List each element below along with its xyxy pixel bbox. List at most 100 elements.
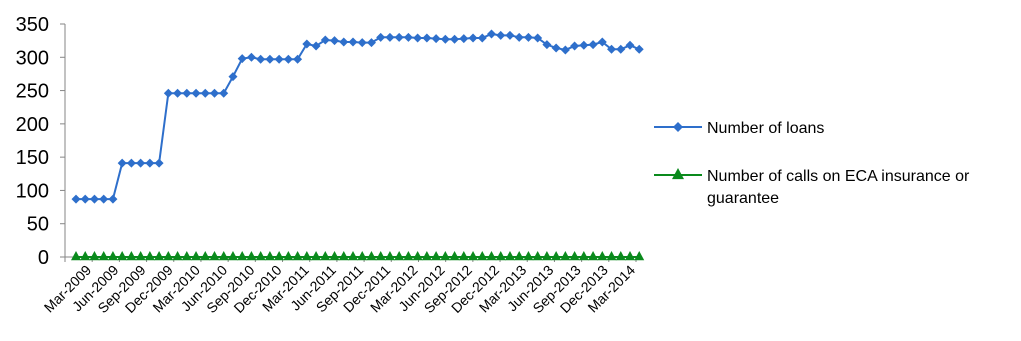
data-point (385, 32, 395, 42)
data-point (412, 251, 423, 261)
data-point (163, 251, 174, 261)
data-point (578, 251, 589, 261)
data-point (440, 34, 450, 44)
data-point (477, 33, 487, 43)
data-point (459, 34, 469, 44)
data-point (597, 251, 608, 261)
data-point (514, 251, 525, 261)
data-point (504, 251, 515, 261)
legend-label-loans: Number of loans (707, 120, 824, 137)
data-point (330, 36, 340, 46)
data-point (274, 54, 284, 64)
data-point (154, 158, 164, 168)
data-point (440, 251, 451, 261)
data-point (218, 251, 229, 261)
data-point (394, 32, 404, 42)
data-point (505, 30, 515, 40)
data-point (533, 33, 543, 43)
y-tick-label: 150 (16, 147, 49, 169)
data-point (210, 88, 219, 98)
data-point (237, 251, 248, 261)
data-point (458, 251, 469, 261)
data-point (311, 251, 322, 261)
data-point (413, 33, 423, 43)
data-point (542, 40, 552, 50)
data-point (71, 251, 81, 261)
data-point (523, 32, 533, 42)
data-point (108, 194, 118, 204)
data-point (227, 251, 238, 261)
data-point (293, 54, 303, 64)
legend: Number of loans Number of calls on ECA i… (654, 120, 970, 207)
data-point (172, 251, 183, 261)
data-point (182, 88, 192, 98)
data-point (246, 52, 256, 62)
data-point (431, 34, 441, 44)
data-point (403, 32, 413, 42)
data-point (625, 40, 635, 50)
data-point (71, 194, 81, 204)
y-tick-label: 200 (16, 114, 49, 136)
data-point (468, 251, 479, 261)
data-point (144, 251, 155, 261)
data-point (496, 30, 506, 40)
data-point (366, 38, 376, 48)
legend-marker-loans (673, 122, 683, 132)
data-point (588, 251, 599, 261)
data-point (191, 88, 201, 98)
data-point (422, 33, 432, 43)
y-tick-label: 100 (16, 180, 49, 202)
data-point (560, 45, 570, 55)
data-point (523, 251, 534, 261)
data-point (431, 251, 442, 261)
y-tick-label: 250 (16, 81, 49, 103)
data-point (634, 251, 645, 261)
data-point (338, 251, 349, 261)
data-point (255, 251, 266, 261)
y-tick-label: 50 (27, 214, 49, 236)
data-point (264, 251, 275, 261)
data-point (89, 194, 99, 204)
data-point (283, 54, 293, 64)
data-point (200, 251, 211, 261)
data-point (126, 251, 137, 261)
data-point (237, 54, 247, 64)
data-point (551, 251, 562, 261)
data-point (579, 40, 589, 50)
data-point (145, 158, 155, 168)
data-point (301, 251, 312, 261)
data-point (588, 40, 598, 50)
data-point (181, 251, 192, 261)
series-line (76, 32, 640, 201)
y-tick-label: 0 (38, 247, 49, 269)
data-point (376, 32, 386, 42)
data-point (163, 88, 173, 98)
data-point (468, 33, 478, 43)
data-point (283, 251, 294, 261)
data-point (495, 251, 506, 261)
data-point (117, 251, 128, 261)
data-point (348, 251, 358, 261)
data-point (107, 251, 118, 261)
data-point (200, 88, 210, 98)
data-point (265, 54, 275, 64)
y-axis: 0 50 100 150 200 250 300 350 (16, 14, 66, 269)
data-point (126, 158, 136, 168)
data-point (135, 251, 146, 261)
data-point (450, 34, 460, 44)
data-point (541, 251, 552, 261)
data-point (634, 44, 644, 54)
data-point (477, 251, 488, 261)
series-loans (71, 29, 644, 204)
data-point (339, 37, 349, 47)
data-point (154, 251, 165, 261)
data-point (421, 251, 432, 261)
legend-item-calls: Number of calls on ECA insurance or guara… (654, 168, 970, 207)
legend-item-loans: Number of loans (654, 120, 824, 137)
data-point (560, 251, 571, 261)
data-point (320, 251, 331, 261)
data-point (117, 158, 127, 168)
y-tick-label: 350 (16, 14, 49, 36)
x-axis: Mar-2009Jun-2009Sep-2009Dec-2009Mar-2010… (41, 256, 638, 316)
y-tick-label: 300 (16, 47, 49, 69)
